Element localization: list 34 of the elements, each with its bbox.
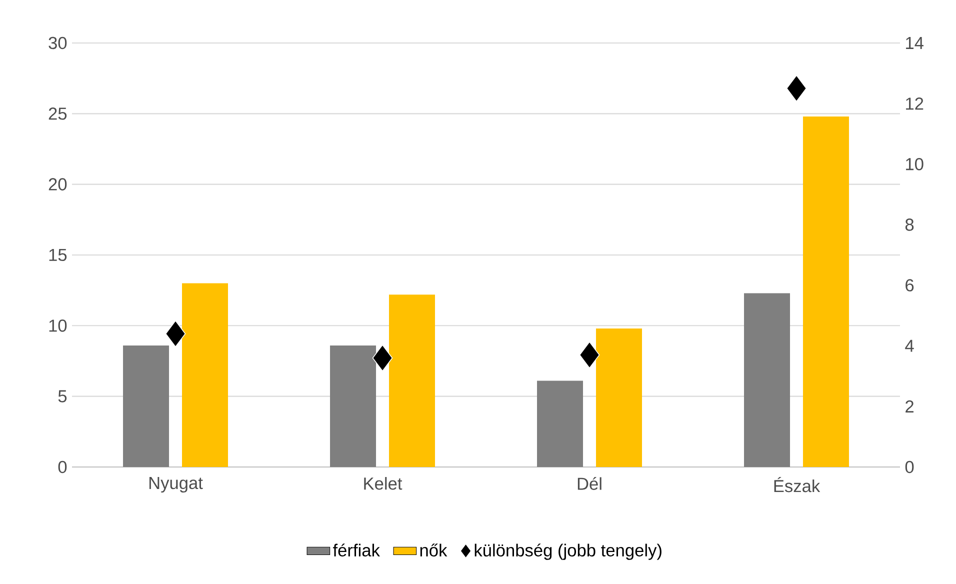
x-tick-label: Észak	[774, 477, 820, 492]
y2-tick-label: 10	[906, 158, 924, 170]
x-tick-label: Dél	[578, 477, 602, 490]
point	[165, 320, 186, 348]
bar	[123, 345, 170, 467]
bar	[388, 294, 435, 467]
bar	[182, 283, 228, 467]
y2-tick-label: 6	[906, 279, 914, 292]
bar	[537, 380, 584, 467]
point	[372, 344, 393, 372]
legend-label: férfiak	[333, 544, 380, 556]
y2-tick-label: 4	[905, 340, 914, 352]
legend-label: különbség (jobb tengely)	[474, 544, 662, 560]
bar	[744, 293, 790, 467]
bar	[596, 328, 642, 467]
y2-tick-label: 12	[906, 98, 924, 110]
legend-label: nők	[420, 544, 448, 556]
y2-tick-label: 8	[905, 218, 914, 231]
y-tick-label: 10	[49, 320, 67, 332]
y-tick-label: 25	[48, 108, 67, 120]
y-tick-label: 30	[48, 36, 67, 50]
bar	[330, 345, 376, 467]
bar	[802, 116, 849, 467]
y-tick-label: 0	[58, 460, 67, 474]
y2-tick-label: 14	[906, 37, 924, 49]
x-tick-label: Kelet	[364, 477, 402, 490]
point	[786, 75, 807, 102]
y-tick-label: 5	[58, 390, 67, 402]
y2-tick-label: 2	[906, 400, 914, 412]
x-tick-label: Nyugat	[149, 477, 203, 493]
y-tick-label: 15	[49, 248, 67, 262]
y-tick-label: 20	[48, 178, 67, 190]
point	[579, 342, 600, 368]
y2-tick-label: 0	[905, 460, 914, 474]
